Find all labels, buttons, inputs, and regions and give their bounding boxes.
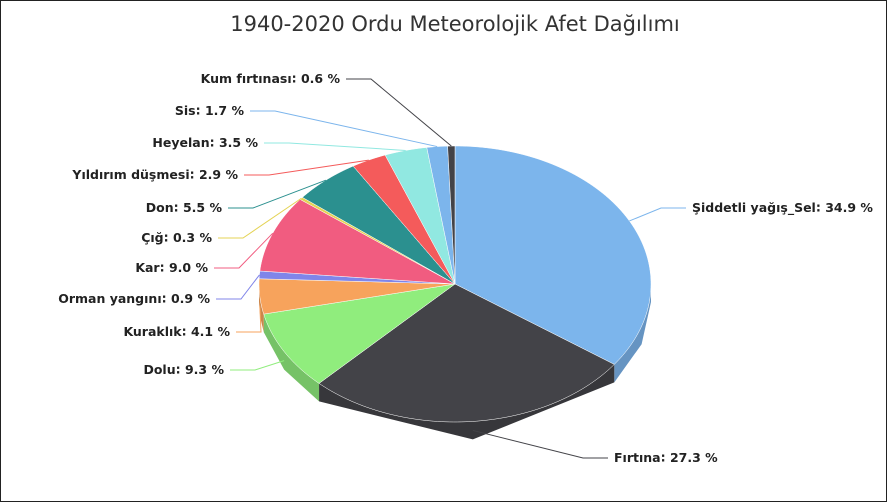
data-label: Kar: 9.0 % [135, 260, 208, 275]
slice [301, 165, 456, 285]
data-label: Fırtına: 27.3 % [614, 450, 718, 465]
label-value: 9.0 % [169, 260, 208, 275]
connector [230, 360, 285, 371]
slice [258, 278, 456, 315]
label-name: Şiddetli yağış_Sel [692, 200, 816, 216]
slice [447, 145, 456, 285]
connector [346, 78, 452, 147]
connector [244, 159, 369, 176]
label-name: Don [146, 200, 174, 215]
data-label: Çığ: 0.3 % [141, 230, 212, 245]
label-value: 3.5 % [219, 135, 258, 150]
data-label: Orman yangını: 0.9 % [58, 291, 210, 306]
slice-side [614, 284, 651, 383]
data-label: Kuraklık: 4.1 % [123, 324, 230, 339]
label-name: Orman yangını [58, 291, 161, 306]
data-label: Dolu: 9.3 % [143, 362, 224, 377]
label-value: 9.3 % [185, 362, 224, 377]
label-value: 5.5 % [183, 200, 222, 215]
connector [250, 110, 438, 148]
label-name: Fırtına [614, 450, 661, 465]
label-name: Dolu [143, 362, 175, 377]
slice [263, 283, 456, 384]
label-value: 0.6 % [301, 71, 340, 86]
slice-side [319, 364, 615, 440]
label-value: 0.9 % [171, 291, 210, 306]
label-name: Kuraklık [123, 324, 182, 339]
data-label: Yıldırım düşmesi: 2.9 % [71, 167, 238, 182]
connector [629, 207, 686, 222]
connector [236, 305, 262, 333]
label-value: 0.3 % [173, 230, 212, 245]
slice [384, 147, 456, 285]
data-label: Şiddetli yağış_Sel: 34.9 % [692, 200, 873, 216]
data-label: Heyelan: 3.5 % [152, 135, 258, 150]
connector [216, 274, 260, 300]
label-name: Kar [135, 260, 160, 275]
label-value: 1.7 % [205, 103, 244, 118]
slice [426, 145, 456, 285]
label-name: Yıldırım düşmesi [71, 167, 189, 182]
connector [218, 197, 302, 239]
label-name: Kum fırtınası [201, 71, 292, 86]
label-value: 27.3 % [670, 450, 718, 465]
connector [472, 429, 608, 459]
label-value: 34.9 % [825, 200, 873, 215]
slice [318, 283, 615, 423]
label-value: 4.1 % [191, 324, 230, 339]
chart-title: 1940-2020 Ordu Meteorolojik Afet Dağılım… [230, 12, 680, 36]
label-value: 2.9 % [199, 167, 238, 182]
connector [214, 232, 274, 269]
label-name: Heyelan [152, 135, 209, 150]
data-label: Don: 5.5 % [146, 200, 223, 215]
connector [264, 142, 406, 151]
label-name: Çığ [141, 230, 163, 245]
slice-side [259, 284, 264, 333]
slice-side [263, 314, 320, 402]
label-name: Sis [175, 103, 196, 118]
data-label: Sis: 1.7 % [175, 103, 245, 118]
connector [228, 179, 327, 209]
data-label: Kum fırtınası: 0.6 % [201, 71, 341, 86]
slice [259, 199, 456, 285]
